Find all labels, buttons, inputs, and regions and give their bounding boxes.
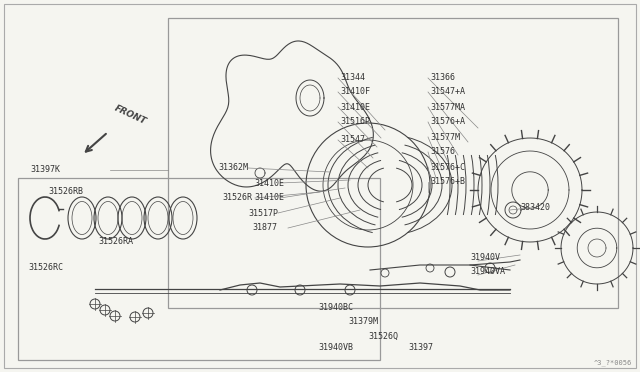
Text: FRONT: FRONT: [113, 103, 148, 126]
Text: 31410E: 31410E: [254, 193, 284, 202]
Text: 383420: 383420: [520, 203, 550, 212]
Text: 31397K: 31397K: [30, 166, 60, 174]
Text: 31410E: 31410E: [340, 103, 370, 112]
Text: 31362M: 31362M: [218, 164, 248, 173]
Text: 31410F: 31410F: [340, 87, 370, 96]
Text: 31379M: 31379M: [348, 317, 378, 327]
Text: 31547: 31547: [340, 135, 365, 144]
Text: 31877: 31877: [252, 224, 277, 232]
Text: 31526R: 31526R: [222, 193, 252, 202]
Text: 31940BC: 31940BC: [318, 304, 353, 312]
Text: 31410E: 31410E: [254, 179, 284, 187]
Text: 31517P: 31517P: [248, 208, 278, 218]
Bar: [18, 178, 380, 360]
Text: 31577M: 31577M: [430, 132, 460, 141]
Text: 31344: 31344: [340, 74, 365, 83]
Text: 31940VA: 31940VA: [470, 267, 505, 276]
Text: 31576: 31576: [430, 148, 455, 157]
Text: 31940V: 31940V: [470, 253, 500, 263]
Text: 31940VB: 31940VB: [318, 343, 353, 353]
Text: ^3_?*0056: ^3_?*0056: [594, 359, 632, 366]
Text: 31526RA: 31526RA: [98, 237, 133, 247]
Text: 31397: 31397: [408, 343, 433, 353]
Text: 31516P: 31516P: [340, 118, 370, 126]
Text: 31526RB: 31526RB: [48, 187, 83, 196]
Text: 31547+A: 31547+A: [430, 87, 465, 96]
Text: 31577MA: 31577MA: [430, 103, 465, 112]
Text: 31526Q: 31526Q: [368, 331, 398, 340]
Text: 31576+B: 31576+B: [430, 177, 465, 186]
Text: 31366: 31366: [430, 74, 455, 83]
Text: 31526RC: 31526RC: [28, 263, 63, 273]
Text: 31576+A: 31576+A: [430, 118, 465, 126]
Bar: [168, 18, 618, 308]
Text: 31576+C: 31576+C: [430, 163, 465, 171]
